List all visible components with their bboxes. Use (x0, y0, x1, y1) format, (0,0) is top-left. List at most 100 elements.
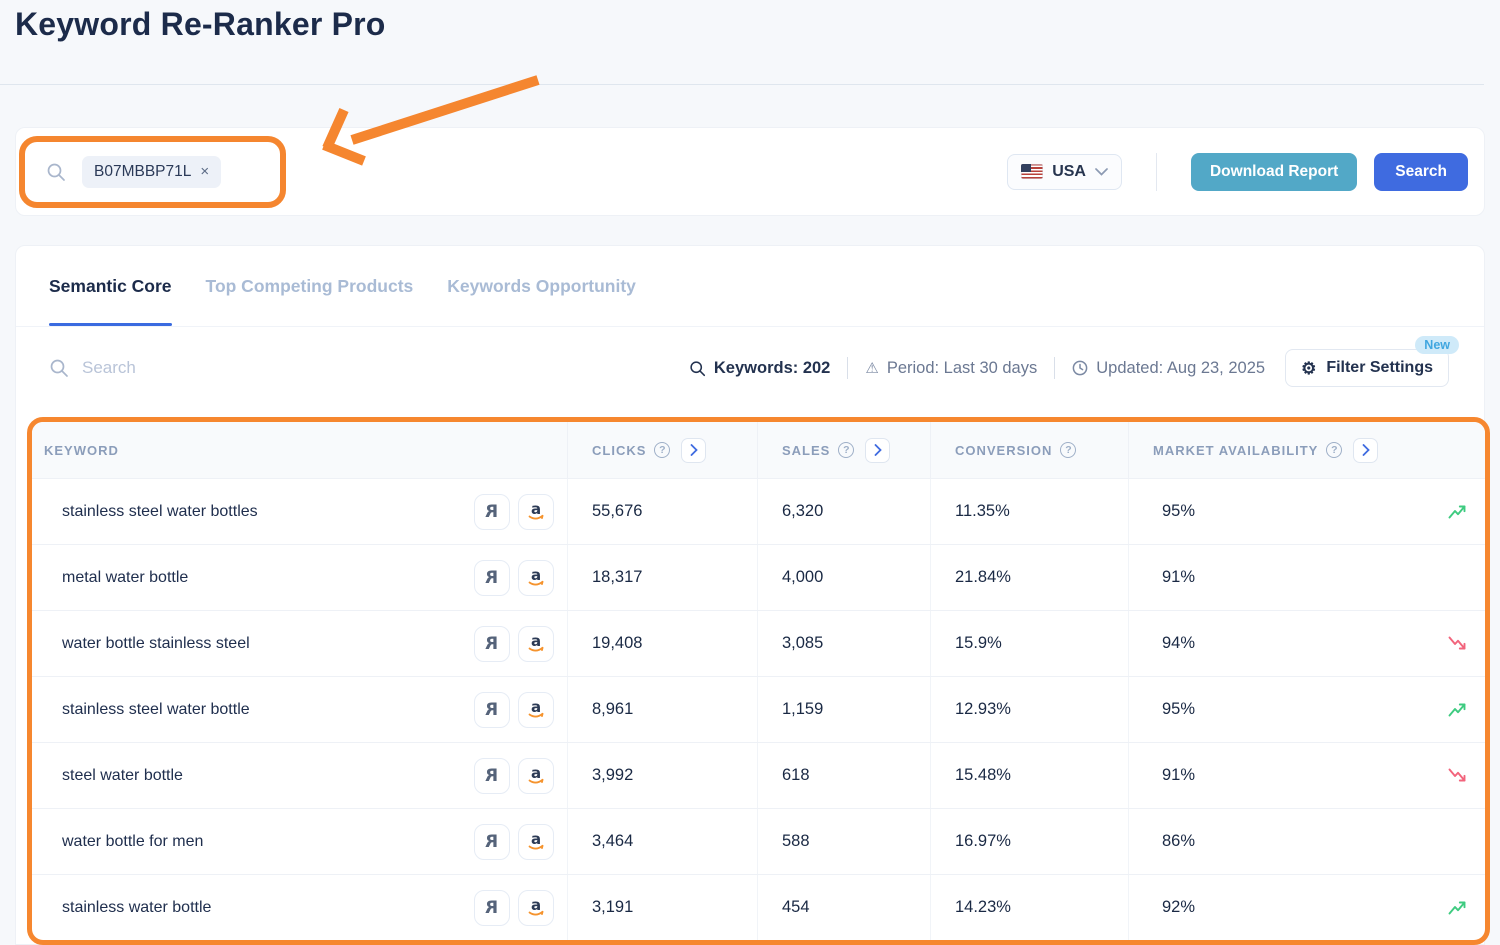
clicks-value: 55,676 (567, 479, 757, 544)
rank-tracker-button[interactable]: R (474, 559, 510, 596)
asin-search-input[interactable]: B07MBBP71L × (46, 155, 1007, 188)
svg-text:a: a (531, 830, 541, 848)
table-header-row: KEYWORD CLICKS ? SALES ? CONVERSION ? MA… (32, 422, 1485, 478)
rank-tracker-icon: R (485, 501, 499, 522)
clicks-value: 8,961 (567, 677, 757, 742)
tab-bar: Semantic Core Top Competing Products Key… (49, 246, 636, 326)
rank-tracker-icon: R (485, 633, 499, 654)
clicks-value: 3,191 (567, 875, 757, 940)
sales-value: 6,320 (757, 479, 930, 544)
keyword-text: water bottle for men (62, 832, 204, 850)
column-header: MARKET AVAILABILITY ? (1128, 422, 1485, 478)
help-icon[interactable]: ? (1060, 442, 1077, 458)
search-button[interactable]: Search (1374, 152, 1468, 191)
rank-tracker-icon: R (485, 897, 499, 918)
table-body: stainless steel water bottles R a 55,676… (32, 478, 1485, 940)
amazon-link-button[interactable]: a (518, 889, 554, 926)
conversion-value: 15.48% (930, 743, 1128, 808)
amazon-link-button[interactable]: a (518, 559, 554, 596)
filter-settings-label: Filter Settings (1326, 359, 1433, 376)
tab-keywords-opportunity[interactable]: Keywords Opportunity (447, 275, 636, 296)
conversion-value: 21.84% (930, 545, 1128, 610)
search-icon (50, 359, 68, 377)
help-icon[interactable]: ? (1326, 442, 1343, 458)
keyword-table: KEYWORD CLICKS ? SALES ? CONVERSION ? MA… (27, 417, 1490, 945)
tab-top-competing-products[interactable]: Top Competing Products (205, 275, 414, 296)
keyword-text: metal water bottle (62, 568, 189, 586)
rank-tracker-icon: R (485, 765, 499, 786)
search-bar-card: B07MBBP71L × USA Download Report Search (15, 127, 1485, 216)
rank-tracker-button[interactable]: R (474, 823, 510, 860)
amazon-icon: a (528, 764, 544, 783)
rank-tracker-button[interactable]: R (474, 757, 510, 794)
svg-text:a: a (531, 566, 541, 584)
sales-value: 3,085 (757, 611, 930, 676)
tab-semantic-core[interactable]: Semantic Core (49, 246, 172, 326)
clicks-value: 3,992 (567, 743, 757, 808)
conversion-value: 15.9% (930, 611, 1128, 676)
table-row: stainless water bottle R a 3,191 454 14.… (32, 874, 1485, 940)
updated-info: Updated: Aug 23, 2025 (1072, 359, 1265, 378)
amazon-icon: a (528, 566, 544, 585)
column-label: MARKET AVAILABILITY (1153, 442, 1319, 458)
help-icon[interactable]: ? (838, 442, 855, 458)
svg-text:a: a (531, 698, 541, 716)
svg-text:a: a (531, 764, 541, 782)
asin-chip-label: B07MBBP71L (94, 162, 192, 180)
svg-text:a: a (531, 632, 541, 650)
remove-asin-icon[interactable]: × (200, 163, 210, 180)
updated-label: Updated: Aug 23, 2025 (1096, 358, 1266, 377)
filter-settings-button[interactable]: ⚙ Filter Settings (1285, 349, 1449, 387)
column-header: KEYWORD (32, 422, 567, 478)
expand-column-button[interactable] (681, 437, 707, 463)
keyword-text: stainless steel water bottle (62, 700, 250, 718)
market-availability-value: 86% (1162, 832, 1196, 850)
rank-tracker-button[interactable]: R (474, 625, 510, 662)
period-label: Period: Last 30 days (886, 358, 1038, 377)
market-availability-value: 92% (1162, 898, 1196, 916)
svg-text:a: a (531, 896, 541, 914)
search-icon (47, 163, 65, 181)
trend-down-icon (1448, 768, 1466, 782)
sales-value: 588 (757, 809, 930, 874)
amazon-link-button[interactable]: a (518, 823, 554, 860)
amazon-link-button[interactable]: a (518, 757, 554, 794)
asin-chip[interactable]: B07MBBP71L × (82, 155, 222, 188)
rank-tracker-button[interactable]: R (474, 493, 510, 530)
page-title: Keyword Re-Ranker Pro (15, 6, 386, 42)
amazon-link-button[interactable]: a (518, 691, 554, 728)
market-availability-value: 94% (1162, 634, 1196, 652)
conversion-value: 11.35% (930, 479, 1128, 544)
amazon-icon: a (528, 500, 544, 519)
keyword-text: stainless water bottle (62, 898, 212, 916)
conversion-value: 14.23% (930, 875, 1128, 940)
new-badge: New (1415, 336, 1459, 354)
toolbar-divider (847, 357, 849, 379)
amazon-icon: a (528, 896, 544, 915)
amazon-link-button[interactable]: a (518, 493, 554, 530)
help-icon[interactable]: ? (654, 442, 671, 458)
header-divider (0, 84, 1484, 85)
table-row: steel water bottle R a 3,992 618 15.48% … (32, 742, 1485, 808)
trend-up-icon (1448, 703, 1466, 717)
keyword-search-input[interactable] (82, 358, 382, 378)
table-row: stainless steel water bottle R a 8,961 1… (32, 676, 1485, 742)
trend-up-icon (1448, 901, 1466, 915)
download-report-button[interactable]: Download Report (1190, 152, 1358, 191)
amazon-link-button[interactable]: a (518, 625, 554, 662)
usa-flag-icon (1021, 164, 1044, 179)
warning-icon: ⚠ (865, 360, 879, 377)
expand-column-button[interactable] (865, 437, 891, 463)
trend-up-icon (1448, 505, 1466, 519)
amazon-icon: a (528, 698, 544, 717)
sales-value: 4,000 (757, 545, 930, 610)
table-row: water bottle for men R a 3,464 588 16.97… (32, 808, 1485, 874)
rank-tracker-button[interactable]: R (474, 691, 510, 728)
keyword-text: steel water bottle (62, 766, 183, 784)
rank-tracker-icon: R (485, 831, 499, 852)
table-row: metal water bottle R a 18,317 4,000 21.8… (32, 544, 1485, 610)
expand-column-button[interactable] (1353, 437, 1379, 463)
rank-tracker-button[interactable]: R (474, 889, 510, 926)
country-select[interactable]: USA (1007, 153, 1122, 190)
column-label: CLICKS (592, 442, 647, 458)
